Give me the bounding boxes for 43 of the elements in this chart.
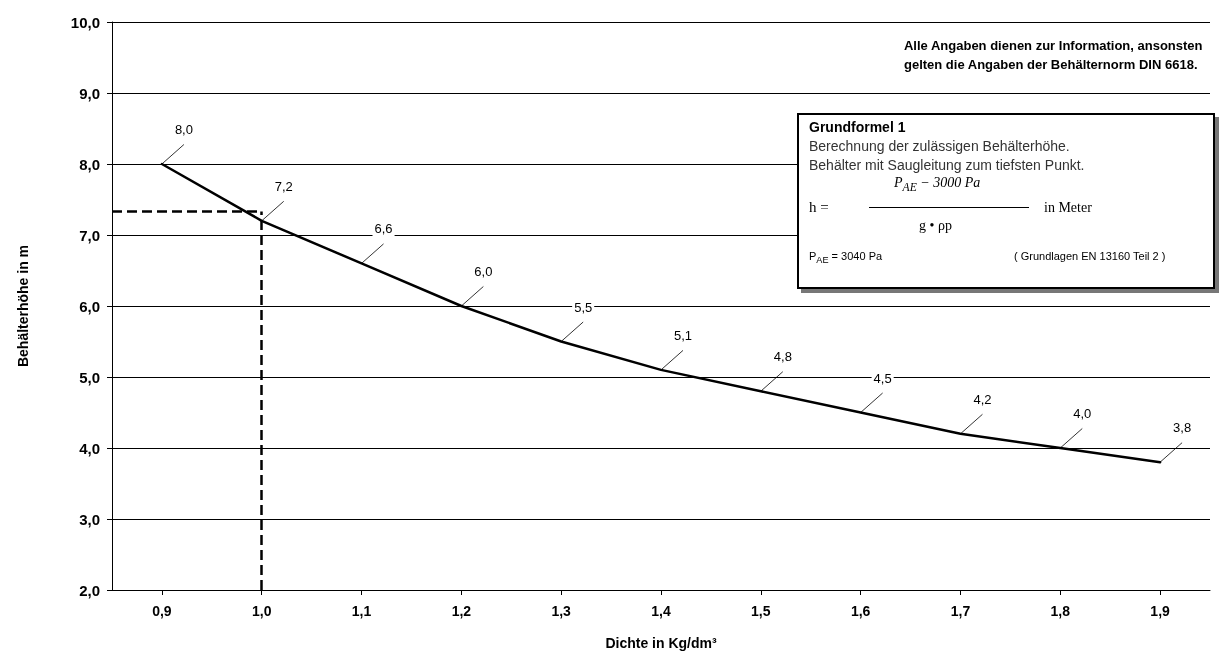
- data-label: 3,8: [1173, 420, 1192, 436]
- y-tick-label: 2,0: [79, 581, 100, 599]
- data-label: 7,2: [274, 178, 293, 194]
- x-tick-label: 1,1: [351, 603, 372, 619]
- x-tick-label: 1,2: [451, 603, 472, 619]
- annotation: P$_{AE}$ = 3040 Pa: [809, 250, 883, 267]
- annotation: Alle Angaben dienen zur Information, ansonsten gelten die Angaben der Behälternorm DIN 6618.: [903, 38, 1203, 72]
- annotation: P$_{AE}$ − 3000 Pa: [894, 175, 981, 195]
- data-label: 4,2: [973, 391, 992, 407]
- data-label: 4,8: [773, 349, 792, 365]
- y-tick-label: 4,0: [79, 439, 100, 457]
- y-tick-label: 8,0: [79, 155, 100, 173]
- y-axis-title: Behälterhöhe in m: [15, 244, 31, 368]
- x-tick-label: 1,6: [850, 603, 871, 619]
- x-tick-label: 1,8: [1050, 603, 1071, 619]
- annotation: g • ρp: [919, 218, 952, 235]
- y-tick-label: 10,0: [70, 13, 100, 31]
- y-tick-label: 5,0: [79, 368, 100, 386]
- x-tick-label: 1,7: [950, 603, 971, 619]
- data-label: 4,5: [873, 370, 892, 386]
- data-label: 6,0: [474, 264, 493, 279]
- annotation: in Meter: [1044, 200, 1092, 217]
- annotation: ( Grundlagen EN 13160 Teil 2 ): [1014, 250, 1166, 264]
- x-tick-label: 0,9: [152, 603, 172, 619]
- data-label: 6,6: [374, 221, 393, 237]
- y-tick-label: 9,0: [79, 84, 100, 102]
- y-tick-label: 7,0: [79, 226, 100, 244]
- annotation: Berechnung der zulässigen Behälterhöhe.: [809, 138, 1070, 155]
- data-label: 4,0: [1073, 406, 1092, 421]
- y-tick-label: 6,0: [79, 297, 100, 315]
- data-label: 8,0: [174, 122, 193, 137]
- annotation: Grundformel 1: [809, 119, 906, 136]
- x-tick-label: 1,3: [551, 603, 572, 619]
- data-label: 5,5: [574, 299, 593, 315]
- annotation: h =: [809, 198, 829, 216]
- x-tick-label: 1,9: [1150, 603, 1171, 619]
- annotation: Behälter mit Saugleitung zum tiefsten Punkt.: [809, 157, 1085, 174]
- y-tick-label: 3,0: [79, 510, 100, 528]
- x-tick-label: 1,4: [651, 603, 671, 619]
- x-tick-label: 1,0: [251, 603, 272, 619]
- data-label: 5,1: [673, 327, 693, 343]
- x-tick-label: 1,5: [751, 603, 771, 619]
- x-axis-title: Dichte in Kg/dm³: [605, 635, 717, 651]
